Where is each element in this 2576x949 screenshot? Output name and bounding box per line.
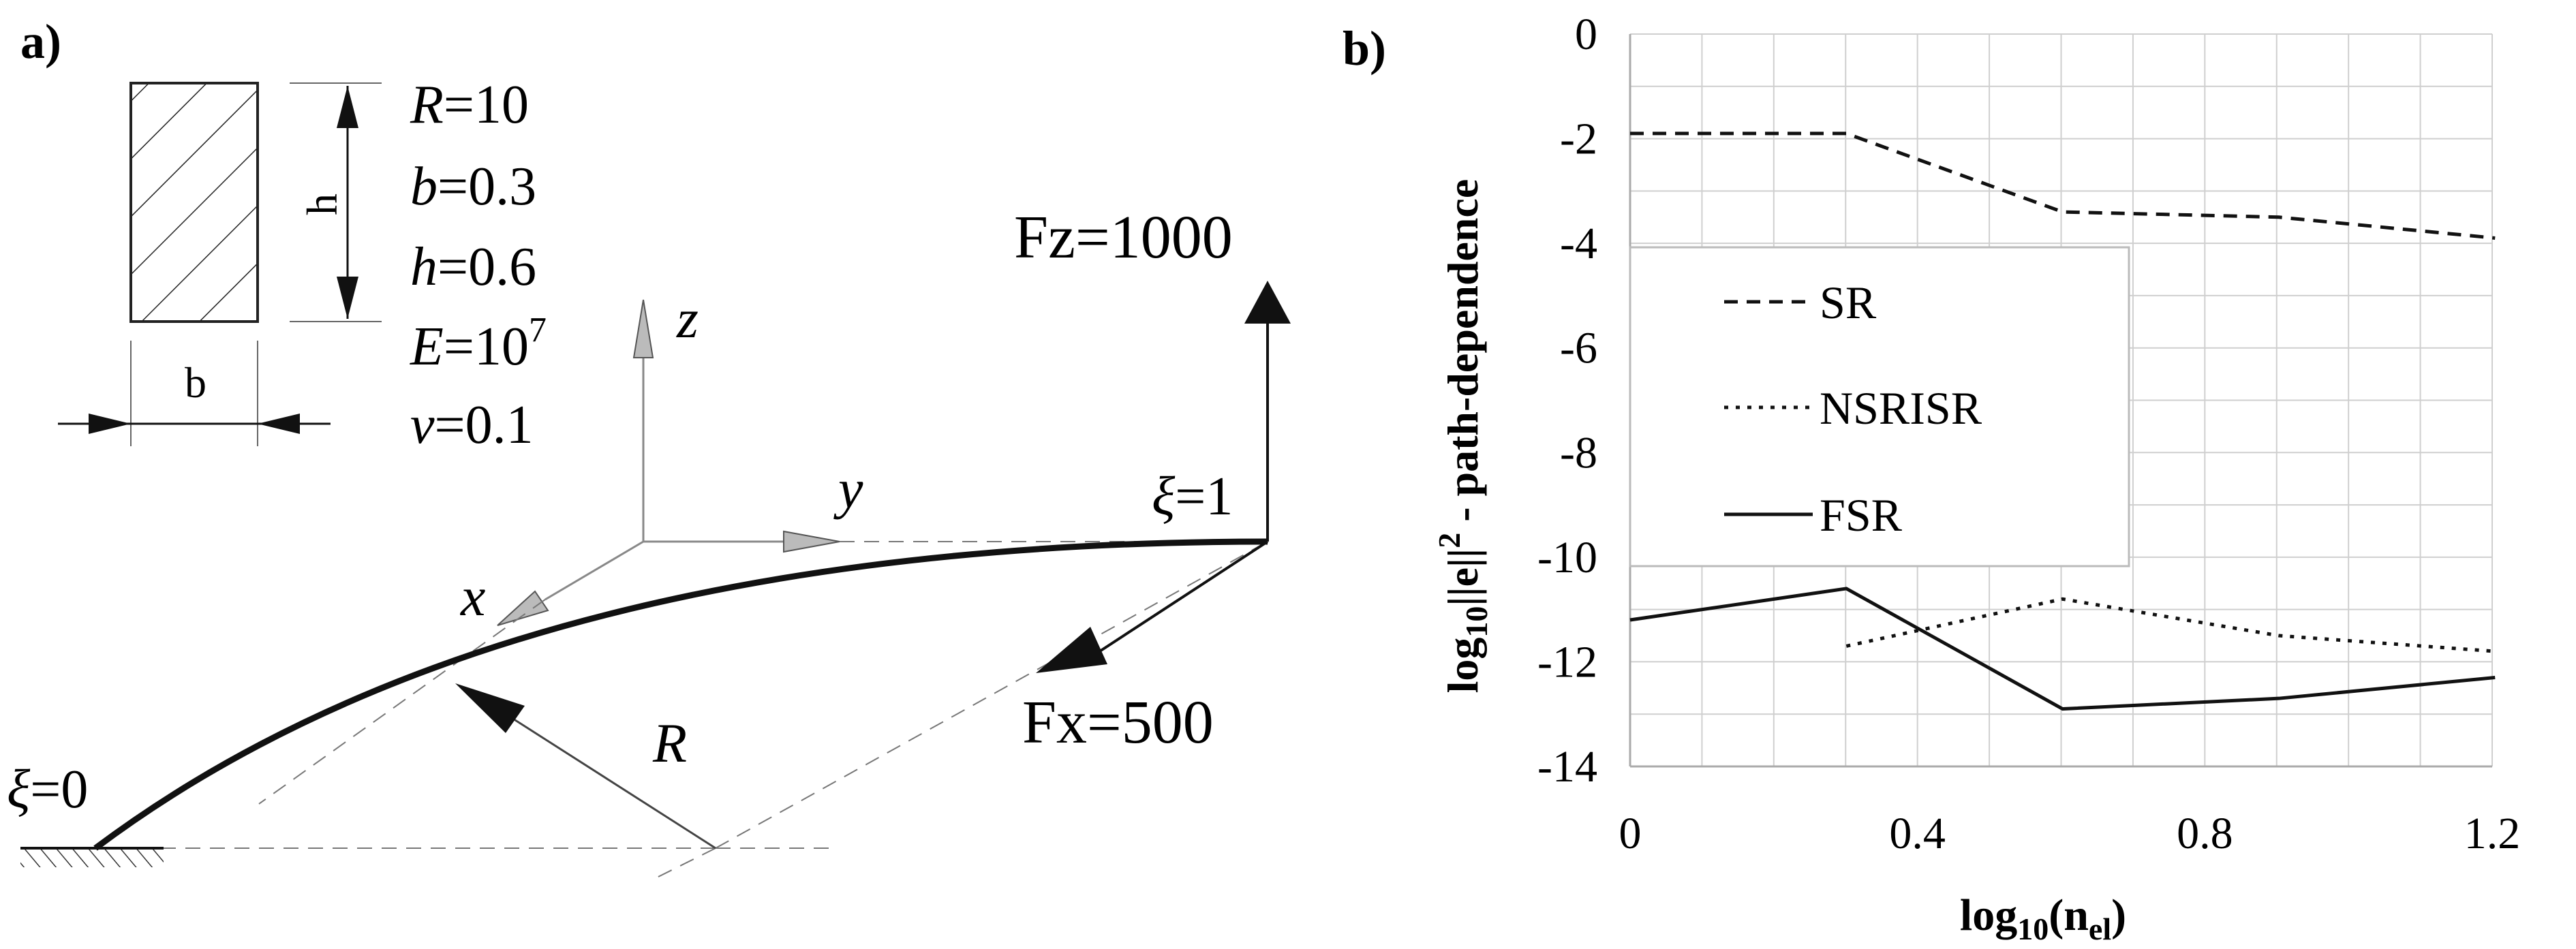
y-tick-label: 0 bbox=[1575, 10, 1597, 59]
radius-arrow-icon bbox=[455, 683, 525, 733]
curved-beam bbox=[93, 538, 1268, 851]
x-tick-label: 0 bbox=[1619, 809, 1642, 858]
y-tick-label: -10 bbox=[1537, 533, 1597, 582]
y-axis-title: log10||e||2 - path-dependence bbox=[1432, 179, 1494, 694]
series-line-sr bbox=[1630, 131, 2496, 240]
y-axis-arrow-icon bbox=[783, 530, 840, 553]
b-arrow-left-icon bbox=[89, 414, 131, 434]
legend: SR NSRISR FSR bbox=[1629, 246, 2130, 567]
coordinate-axes: z y x bbox=[460, 287, 863, 627]
x-axis-label: x bbox=[460, 565, 485, 627]
xi-0-label: ξ=0 bbox=[7, 760, 88, 820]
param-b: b=0.3 bbox=[410, 157, 536, 217]
series-line-fsr bbox=[1629, 587, 2496, 711]
y-tick-label: -2 bbox=[1560, 114, 1597, 164]
plot-series bbox=[1629, 131, 2496, 711]
y-tick-label: -8 bbox=[1560, 428, 1597, 478]
x-tick-label: 0.8 bbox=[2177, 809, 2233, 858]
param-R: R=10 bbox=[410, 75, 529, 135]
param-h: h=0.6 bbox=[410, 237, 536, 297]
b-dimension-label: b bbox=[185, 358, 206, 407]
axis-ticks: 0 -2 -4 -6 -8 -10 -12 -14 0 0.4 0.8 1.2 bbox=[1537, 10, 2520, 858]
z-axis-label: z bbox=[676, 287, 699, 349]
legend-box bbox=[1629, 246, 2130, 567]
xi-1-label: ξ=1 bbox=[1152, 467, 1233, 527]
panel-a: a) h b R=10 b=0.3 h=0.6 E=107 ν=0.1 bbox=[7, 14, 1291, 880]
x-axis-arrow-icon bbox=[497, 590, 549, 626]
panel-a-label: a) bbox=[20, 14, 61, 69]
y-axis-label: y bbox=[833, 458, 863, 520]
parameter-list: R=10 b=0.3 h=0.6 E=107 ν=0.1 bbox=[410, 75, 547, 455]
legend-label-sr: SR bbox=[1820, 277, 1877, 328]
x-axis-title: log10(nel) bbox=[1960, 890, 2126, 946]
h-dimension-label: h bbox=[298, 193, 346, 215]
cross-section: h b bbox=[58, 82, 382, 446]
b-arrow-right-icon bbox=[258, 414, 300, 434]
legend-label-nsrisr: NSRISR bbox=[1820, 382, 1982, 434]
fixed-support-icon bbox=[20, 847, 164, 867]
fx-label: Fx=500 bbox=[1022, 689, 1214, 756]
y-tick-label: -14 bbox=[1537, 742, 1597, 792]
h-arrow-top-icon bbox=[337, 86, 358, 128]
x-tick-label: 0.4 bbox=[1889, 809, 1946, 858]
legend-label-fsr: FSR bbox=[1820, 489, 1903, 541]
panel-b-label: b) bbox=[1343, 21, 1386, 76]
y-tick-label: -4 bbox=[1560, 219, 1597, 268]
z-axis-arrow-icon bbox=[632, 299, 654, 358]
fz-arrow-icon bbox=[1244, 281, 1291, 324]
load-fz: Fz=1000 bbox=[1014, 204, 1291, 542]
radius-label: R bbox=[652, 712, 687, 774]
y-tick-label: -12 bbox=[1537, 637, 1597, 687]
radius-indicator: R bbox=[455, 683, 716, 850]
fx-arrow-icon bbox=[1036, 627, 1107, 673]
panel-b: b) log10||e||2 - path-dependence log10(n… bbox=[1343, 10, 2520, 946]
load-fx: Fx=500 bbox=[1022, 540, 1269, 756]
x-tick-label: 1.2 bbox=[2464, 809, 2521, 858]
h-arrow-bottom-icon bbox=[337, 277, 358, 319]
fz-label: Fz=1000 bbox=[1014, 204, 1233, 271]
y-tick-label: -6 bbox=[1560, 324, 1597, 373]
param-v: ν=0.1 bbox=[410, 395, 534, 455]
param-E: E=107 bbox=[410, 311, 547, 377]
